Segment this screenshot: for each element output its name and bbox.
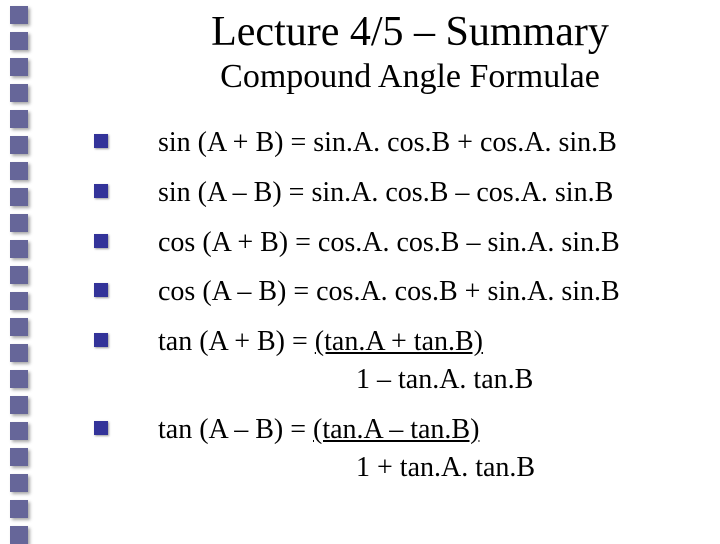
slide-content: Lecture 4/5 – Summary Compound Angle For… [60,8,700,498]
border-square-icon [10,526,28,544]
border-square-icon [10,188,28,206]
formula-denominator: 1 – tan.A. tan.B [158,361,533,399]
list-item: sin (A + B) = sin.A. cos.B + cos.A. sin.… [60,124,700,162]
list-item: cos (A + B) = cos.A. cos.B – sin.A. sin.… [60,224,700,262]
formula-prefix: tan (A – B) = [158,414,313,445]
border-square-icon [10,448,28,466]
border-square-icon [10,292,28,310]
border-square-icon [10,32,28,50]
bullet-icon [94,421,108,435]
formula-numerator: (tan.A + tan.B) [315,326,483,357]
border-square-icon [10,58,28,76]
formula-text: cos (A + B) = cos.A. cos.B – sin.A. sin.… [158,224,620,262]
border-square-icon [10,422,28,440]
border-square-icon [10,214,28,232]
formula-text: sin (A – B) = sin.A. cos.B – cos.A. sin.… [158,174,613,212]
border-square-icon [10,162,28,180]
formula-numerator: (tan.A – tan.B) [313,414,479,445]
border-square-icon [10,110,28,128]
border-square-icon [10,240,28,258]
border-square-icon [10,266,28,284]
formula-text: tan (A + B) = (tan.A + tan.B) 1 – tan.A.… [158,323,533,399]
bullet-icon [94,184,108,198]
border-square-icon [10,370,28,388]
list-item: cos (A – B) = cos.A. cos.B + sin.A. sin.… [60,273,700,311]
formula-list: sin (A + B) = sin.A. cos.B + cos.A. sin.… [60,124,700,498]
border-square-icon [10,84,28,102]
slide-title: Lecture 4/5 – Summary [120,8,700,56]
list-item: tan (A + B) = (tan.A + tan.B) 1 – tan.A.… [60,323,700,399]
border-square-icon [10,500,28,518]
list-item: tan (A – B) = (tan.A – tan.B) 1 + tan.A.… [60,411,700,487]
border-square-icon [10,136,28,154]
list-item: sin (A – B) = sin.A. cos.B – cos.A. sin.… [60,174,700,212]
bullet-icon [94,333,108,347]
formula-text: tan (A – B) = (tan.A – tan.B) 1 + tan.A.… [158,411,535,487]
border-square-icon [10,318,28,336]
formula-denominator: 1 + tan.A. tan.B [158,449,535,487]
formula-text: cos (A – B) = cos.A. cos.B + sin.A. sin.… [158,273,620,311]
border-square-icon [10,344,28,362]
border-square-icon [10,474,28,492]
bullet-icon [94,134,108,148]
border-square-icon [10,6,28,24]
left-border-squares [0,0,28,544]
bullet-icon [94,283,108,297]
slide-subtitle: Compound Angle Formulae [120,58,700,96]
formula-prefix: tan (A + B) = [158,326,315,357]
border-square-icon [10,396,28,414]
formula-text: sin (A + B) = sin.A. cos.B + cos.A. sin.… [158,124,617,162]
bullet-icon [94,234,108,248]
